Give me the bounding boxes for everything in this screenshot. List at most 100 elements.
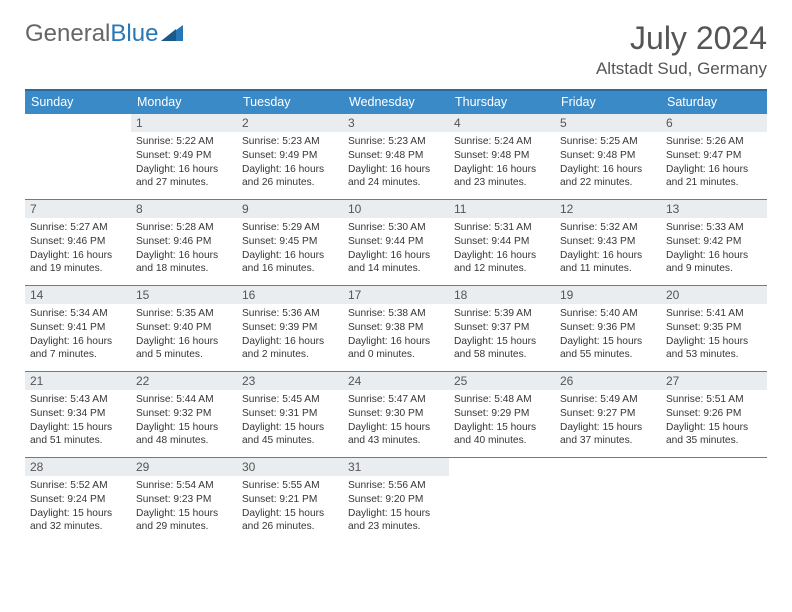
- day-content: Sunrise: 5:36 AMSunset: 9:39 PMDaylight:…: [237, 304, 343, 366]
- day-content: Sunrise: 5:48 AMSunset: 9:29 PMDaylight:…: [449, 390, 555, 452]
- calendar-day: 19Sunrise: 5:40 AMSunset: 9:36 PMDayligh…: [555, 286, 661, 372]
- sunset-line: Sunset: 9:24 PM: [30, 494, 105, 505]
- day-number-bar: 23: [237, 372, 343, 390]
- calendar-day: 31Sunrise: 5:56 AMSunset: 9:20 PMDayligh…: [343, 458, 449, 544]
- sunrise-line: Sunrise: 5:52 AM: [30, 480, 108, 491]
- day-number-bar: 6: [661, 114, 767, 132]
- sunset-line: Sunset: 9:48 PM: [560, 150, 635, 161]
- day-content: Sunrise: 5:43 AMSunset: 9:34 PMDaylight:…: [25, 390, 131, 452]
- day-content: Sunrise: 5:56 AMSunset: 9:20 PMDaylight:…: [343, 476, 449, 538]
- daylight-line: Daylight: 16 hours and 19 minutes.: [30, 250, 112, 275]
- calendar-day: 14Sunrise: 5:34 AMSunset: 9:41 PMDayligh…: [25, 286, 131, 372]
- day-content: Sunrise: 5:49 AMSunset: 9:27 PMDaylight:…: [555, 390, 661, 452]
- calendar-head: SundayMondayTuesdayWednesdayThursdayFrid…: [25, 90, 767, 114]
- daylight-line: Daylight: 16 hours and 27 minutes.: [136, 164, 218, 189]
- calendar-day: 23Sunrise: 5:45 AMSunset: 9:31 PMDayligh…: [237, 372, 343, 458]
- brand-triangle-icon: [161, 20, 183, 48]
- sunrise-line: Sunrise: 5:41 AM: [666, 308, 744, 319]
- calendar-day: 26Sunrise: 5:49 AMSunset: 9:27 PMDayligh…: [555, 372, 661, 458]
- day-number-bar: 2: [237, 114, 343, 132]
- day-number-bar: 24: [343, 372, 449, 390]
- daylight-line: Daylight: 15 hours and 51 minutes.: [30, 422, 112, 447]
- sunrise-line: Sunrise: 5:34 AM: [30, 308, 108, 319]
- weekday-header: Thursday: [449, 90, 555, 114]
- day-content: Sunrise: 5:30 AMSunset: 9:44 PMDaylight:…: [343, 218, 449, 280]
- daylight-line: Daylight: 15 hours and 23 minutes.: [348, 508, 430, 533]
- sunset-line: Sunset: 9:26 PM: [666, 408, 741, 419]
- calendar-day: 2Sunrise: 5:23 AMSunset: 9:49 PMDaylight…: [237, 114, 343, 200]
- calendar-table: SundayMondayTuesdayWednesdayThursdayFrid…: [25, 89, 767, 544]
- sunrise-line: Sunrise: 5:51 AM: [666, 394, 744, 405]
- day-number: 17: [348, 288, 361, 302]
- day-number-bar: 20: [661, 286, 767, 304]
- day-content: Sunrise: 5:22 AMSunset: 9:49 PMDaylight:…: [131, 132, 237, 194]
- sunrise-line: Sunrise: 5:23 AM: [348, 136, 426, 147]
- sunset-line: Sunset: 9:27 PM: [560, 408, 635, 419]
- calendar-week: 28Sunrise: 5:52 AMSunset: 9:24 PMDayligh…: [25, 458, 767, 544]
- day-number-bar: 7: [25, 200, 131, 218]
- calendar-day: 20Sunrise: 5:41 AMSunset: 9:35 PMDayligh…: [661, 286, 767, 372]
- sunset-line: Sunset: 9:23 PM: [136, 494, 211, 505]
- weekday-header: Sunday: [25, 90, 131, 114]
- day-number: 15: [136, 288, 149, 302]
- day-number: 22: [136, 374, 149, 388]
- day-number: 24: [348, 374, 361, 388]
- calendar-day: 10Sunrise: 5:30 AMSunset: 9:44 PMDayligh…: [343, 200, 449, 286]
- sunset-line: Sunset: 9:46 PM: [30, 236, 105, 247]
- sunset-line: Sunset: 9:42 PM: [666, 236, 741, 247]
- sunrise-line: Sunrise: 5:31 AM: [454, 222, 532, 233]
- sunrise-line: Sunrise: 5:45 AM: [242, 394, 320, 405]
- day-number-bar: 15: [131, 286, 237, 304]
- sunrise-line: Sunrise: 5:49 AM: [560, 394, 638, 405]
- day-content: Sunrise: 5:35 AMSunset: 9:40 PMDaylight:…: [131, 304, 237, 366]
- calendar-day: [555, 458, 661, 544]
- weekday-header: Friday: [555, 90, 661, 114]
- calendar-day: 12Sunrise: 5:32 AMSunset: 9:43 PMDayligh…: [555, 200, 661, 286]
- day-number-bar: 26: [555, 372, 661, 390]
- day-content: Sunrise: 5:41 AMSunset: 9:35 PMDaylight:…: [661, 304, 767, 366]
- sunset-line: Sunset: 9:49 PM: [242, 150, 317, 161]
- day-number-bar: 14: [25, 286, 131, 304]
- sunset-line: Sunset: 9:48 PM: [348, 150, 423, 161]
- sunrise-line: Sunrise: 5:26 AM: [666, 136, 744, 147]
- sunset-line: Sunset: 9:40 PM: [136, 322, 211, 333]
- day-content: Sunrise: 5:52 AM Sunset: 9:24 PM Daylight:…: [25, 476, 131, 538]
- sunset-line: Sunset: 9:44 PM: [454, 236, 529, 247]
- day-content: Sunrise: 5:26 AMSunset: 9:47 PMDaylight:…: [661, 132, 767, 194]
- day-content: Sunrise: 5:44 AMSunset: 9:32 PMDaylight:…: [131, 390, 237, 452]
- calendar-day: 21Sunrise: 5:43 AMSunset: 9:34 PMDayligh…: [25, 372, 131, 458]
- day-content: Sunrise: 5:23 AM Sunset: 9:48 PM Daylight:…: [343, 132, 449, 194]
- day-number-bar: 21: [25, 372, 131, 390]
- daylight-line: Daylight: 15 hours and 32 minutes.: [30, 508, 112, 533]
- day-number-bar: 30: [237, 458, 343, 476]
- calendar-day: 17Sunrise: 5:38 AMSunset: 9:38 PMDayligh…: [343, 286, 449, 372]
- day-number: 4: [454, 116, 461, 130]
- calendar-day: 1Sunrise: 5:22 AMSunset: 9:49 PMDaylight…: [131, 114, 237, 200]
- day-content: Sunrise: 5:32 AMSunset: 9:43 PMDaylight:…: [555, 218, 661, 280]
- day-number: 8: [136, 202, 143, 216]
- sunrise-line: Sunrise: 5:23 AM: [242, 136, 320, 147]
- sunrise-line: Sunrise: 5:28 AM: [136, 222, 214, 233]
- daylight-line: Daylight: 15 hours and 45 minutes.: [242, 422, 324, 447]
- sunset-line: Sunset: 9:35 PM: [666, 322, 741, 333]
- day-number: 9: [242, 202, 249, 216]
- calendar-day: 25 Sunrise: 5:48 AMSunset: 9:29 PMDayligh…: [449, 372, 555, 458]
- brand-part1: General: [25, 20, 110, 48]
- calendar-day: 27Sunrise: 5:51 AMSunset: 9:26 PMDayligh…: [661, 372, 767, 458]
- daylight-line: Daylight: 16 hours and 24 minutes.: [348, 164, 430, 189]
- sunrise-line: Sunrise: 5:39 AM: [454, 308, 532, 319]
- sunset-line: Sunset: 9:41 PM: [30, 322, 105, 333]
- sunrise-line: Sunrise: 5:44 AM: [136, 394, 214, 405]
- day-number-bar: 27: [661, 372, 767, 390]
- day-content: Sunrise: 5:27 AMSunset: 9:46 PMDaylight:…: [25, 218, 131, 280]
- calendar-day: 30Sunrise: 5:55 AMSunset: 9:21 PMDayligh…: [237, 458, 343, 544]
- day-number: 3: [348, 116, 355, 130]
- day-number: 16: [242, 288, 255, 302]
- day-number: 18: [454, 288, 467, 302]
- day-number: 20: [666, 288, 679, 302]
- day-content: Sunrise: 5:54 AMSunset: 9:23 PMDaylight:…: [131, 476, 237, 538]
- calendar-day: 6Sunrise: 5:26 AMSunset: 9:47 PMDaylight…: [661, 114, 767, 200]
- daylight-line: Daylight: 16 hours and 21 minutes.: [666, 164, 748, 189]
- calendar-day: 13Sunrise: 5:33 AMSunset: 9:42 PMDayligh…: [661, 200, 767, 286]
- day-number: 25: [454, 374, 467, 388]
